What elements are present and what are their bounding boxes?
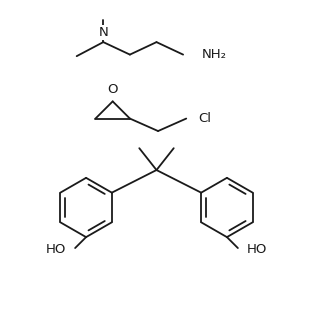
Text: O: O (107, 83, 118, 96)
Text: HO: HO (247, 243, 267, 256)
Text: HO: HO (46, 243, 66, 256)
Text: NH₂: NH₂ (202, 48, 227, 61)
Text: Cl: Cl (198, 112, 211, 125)
Text: N: N (98, 26, 108, 39)
